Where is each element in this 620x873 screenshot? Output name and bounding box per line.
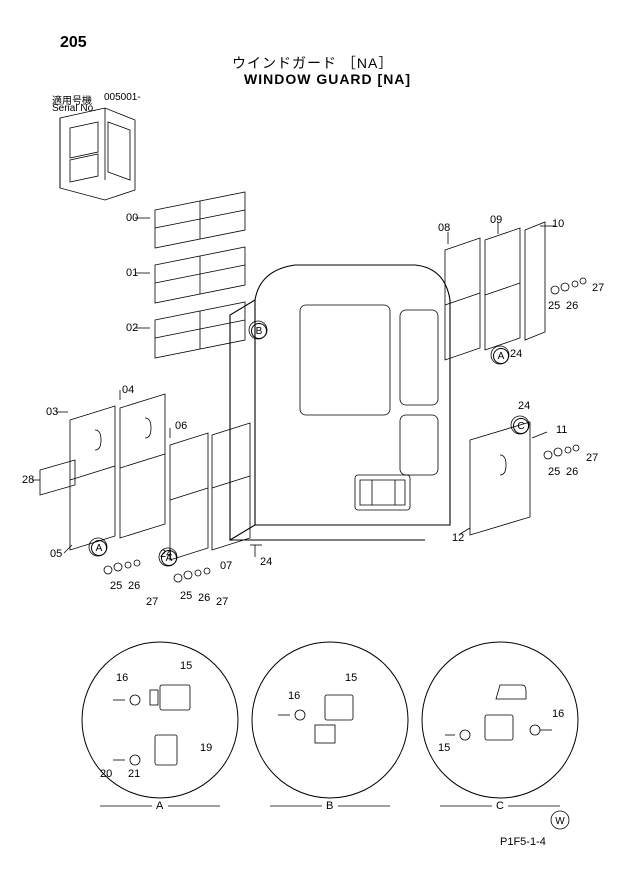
diagram-page: 205 ウインドガード ［NA］ WINDOW GUARD [NA] 適用号機 … <box>0 0 620 873</box>
callout-24d: 24 <box>518 400 530 412</box>
detail-circle-c <box>422 642 578 798</box>
callout-11: 11 <box>556 424 567 436</box>
fasteners-left <box>104 560 210 582</box>
callout-21: 21 <box>128 768 140 780</box>
fasteners-right <box>551 278 586 294</box>
guard-02 <box>155 302 245 358</box>
callout-25d: 25 <box>548 466 560 478</box>
callout-19: 19 <box>200 742 212 754</box>
callout-26d: 26 <box>566 466 578 478</box>
callout-10: 10 <box>552 218 564 230</box>
callout-15c: 15 <box>438 742 450 754</box>
callout-07: 07 <box>220 560 232 572</box>
callout-25c: 25 <box>548 300 560 312</box>
callout-12: 12 <box>452 532 464 544</box>
callout-03: 03 <box>46 406 58 418</box>
leaders <box>32 218 555 557</box>
callout-16c: 16 <box>552 708 564 720</box>
guard-00 <box>155 192 245 248</box>
marker-b: B <box>251 323 267 339</box>
callout-20: 20 <box>100 768 112 780</box>
callout-27c: 27 <box>592 282 604 294</box>
callout-02: 02 <box>126 322 138 334</box>
detail-c-parts <box>445 685 552 740</box>
marker-a1: A <box>91 540 107 556</box>
guard-08-09-10 <box>445 222 545 360</box>
marker-a3: A <box>493 348 509 364</box>
doc-id: P1F5-1-4 <box>500 836 546 848</box>
callout-26c: 26 <box>566 300 578 312</box>
callout-26b: 26 <box>198 592 210 604</box>
guard-03-04 <box>70 394 165 550</box>
callout-08: 08 <box>438 222 450 234</box>
callout-15b: 15 <box>345 672 357 684</box>
callout-24c: 24 <box>510 348 522 360</box>
callout-27a: 27 <box>146 596 158 608</box>
detail-label-a: A <box>156 800 163 812</box>
guard-01 <box>155 247 245 303</box>
callout-25b: 25 <box>180 590 192 602</box>
callout-16b: 16 <box>288 690 300 702</box>
thumbnail-cab <box>60 108 135 200</box>
callout-16a: 16 <box>116 672 128 684</box>
callout-06: 06 <box>175 420 187 432</box>
callout-25a: 25 <box>110 580 122 592</box>
callout-00: 00 <box>126 212 138 224</box>
callout-04: 04 <box>122 384 134 396</box>
callout-27d: 27 <box>586 452 598 464</box>
guard-11-12 <box>470 422 579 535</box>
detail-b-parts <box>278 695 353 743</box>
cab-body <box>230 265 450 540</box>
callout-09: 09 <box>490 214 502 226</box>
callout-05: 05 <box>50 548 62 560</box>
detail-label-b: B <box>326 800 333 812</box>
svg-text:W: W <box>555 816 565 827</box>
callout-26a: 26 <box>128 580 140 592</box>
marker-c: C <box>513 418 529 434</box>
callout-15a: 15 <box>180 660 192 672</box>
diagram-svg: W <box>0 0 620 873</box>
callout-01: 01 <box>126 267 138 279</box>
detail-label-c: C <box>496 800 504 812</box>
callout-28: 28 <box>22 474 34 486</box>
detail-a-parts <box>113 685 190 765</box>
marker-a2: A <box>161 550 177 566</box>
callout-27b: 27 <box>216 596 228 608</box>
callout-24b: 24 <box>260 556 272 568</box>
